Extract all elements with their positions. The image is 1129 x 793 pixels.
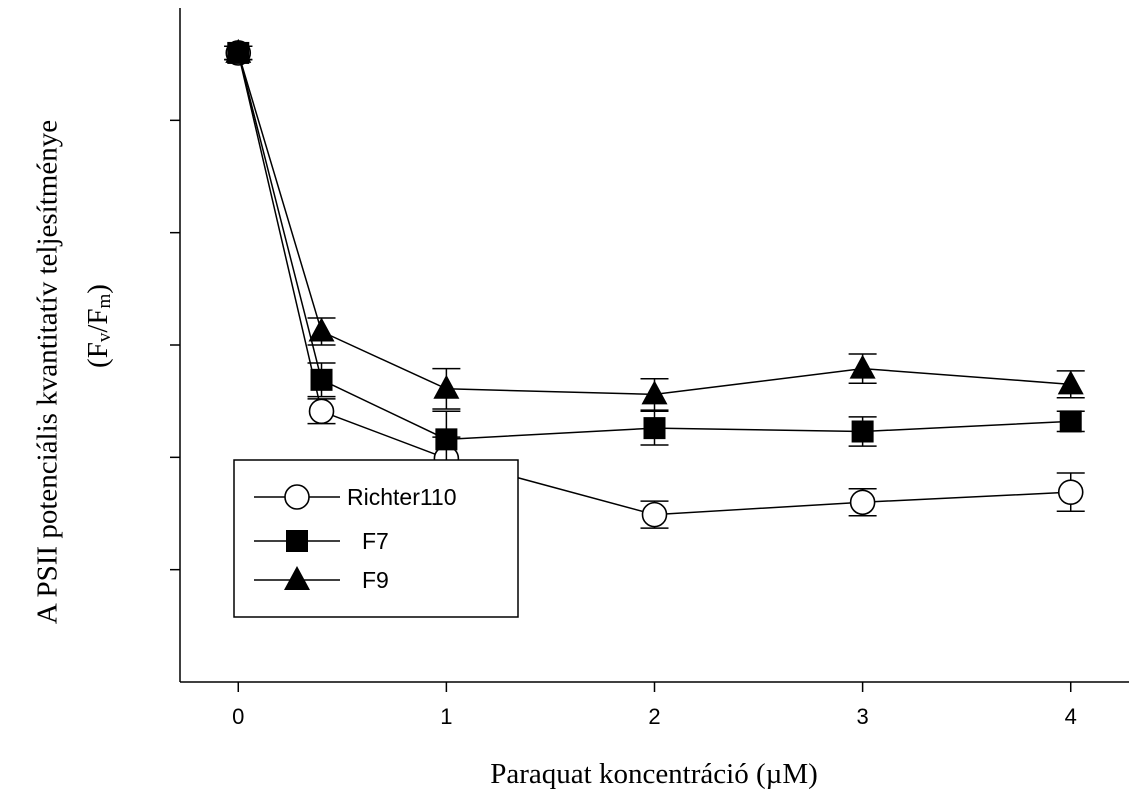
series-1-line (237, 52, 1071, 441)
y-axis-title-main: A PSII potenciális kvantitatív teljesítm… (32, 120, 64, 624)
legend-label-1: F7 (362, 528, 389, 554)
legend-box (233, 459, 519, 618)
series-1-point-2 (435, 428, 458, 451)
chart-axes: 0 1 2 3 4 (170, 8, 1129, 729)
legend-label-0: Richter110 (347, 484, 457, 510)
series-0 (224, 40, 1085, 529)
series-1-point-1 (310, 368, 333, 391)
series-0-line (237, 52, 1071, 516)
legend: Richter110 F7 F9 (254, 484, 457, 593)
x-tick-label-4: 4 (1065, 704, 1077, 729)
legend-item-0: Richter110 (254, 484, 457, 510)
series-0-point-1 (308, 398, 335, 425)
legend-marker-2 (284, 566, 310, 590)
series-1-point-3 (643, 417, 666, 440)
y-formula-sub-m: m (94, 293, 115, 308)
series-2-line (237, 52, 1071, 396)
legend-item-2: F9 (254, 566, 389, 593)
x-tick-label-1: 1 (440, 704, 452, 729)
x-axis-title: Paraquat koncentráció (µM) (490, 758, 818, 790)
series-2-point-4 (849, 354, 876, 379)
series-2-point-1 (308, 317, 335, 342)
legend-item-1: F7 (254, 528, 389, 554)
series-2-point-2 (433, 374, 460, 399)
series-0-point-3 (641, 501, 668, 528)
y-axis-title-formula: (Fv/Fm) (82, 284, 116, 368)
y-axis-title: A PSII potenciális kvantitatív teljesítm… (32, 120, 64, 624)
series-1-point-5 (1059, 410, 1082, 433)
svg-text:(Fv/Fm): (Fv/Fm) (82, 284, 116, 368)
x-tick-label-2: 2 (648, 704, 660, 729)
x-tick-label-3: 3 (856, 704, 868, 729)
legend-marker-0 (284, 484, 310, 510)
series-2-point-3 (641, 380, 668, 405)
series-0-point-4 (849, 489, 876, 516)
series-2-point-5 (1057, 370, 1084, 395)
y-formula-sub-v: v (94, 332, 115, 342)
x-tick-label-0: 0 (232, 704, 244, 729)
series-2-point-0 (225, 38, 252, 63)
chart-series (224, 38, 1085, 529)
series-2 (224, 38, 1085, 411)
y-formula-slash: /F (82, 308, 114, 332)
series-0-point-5 (1057, 479, 1084, 505)
y-formula-open: (F (82, 342, 114, 368)
legend-marker-1 (286, 530, 308, 552)
legend-label-2: F9 (362, 567, 389, 593)
y-formula-close: ) (82, 284, 114, 294)
series-1-point-4 (851, 420, 874, 443)
